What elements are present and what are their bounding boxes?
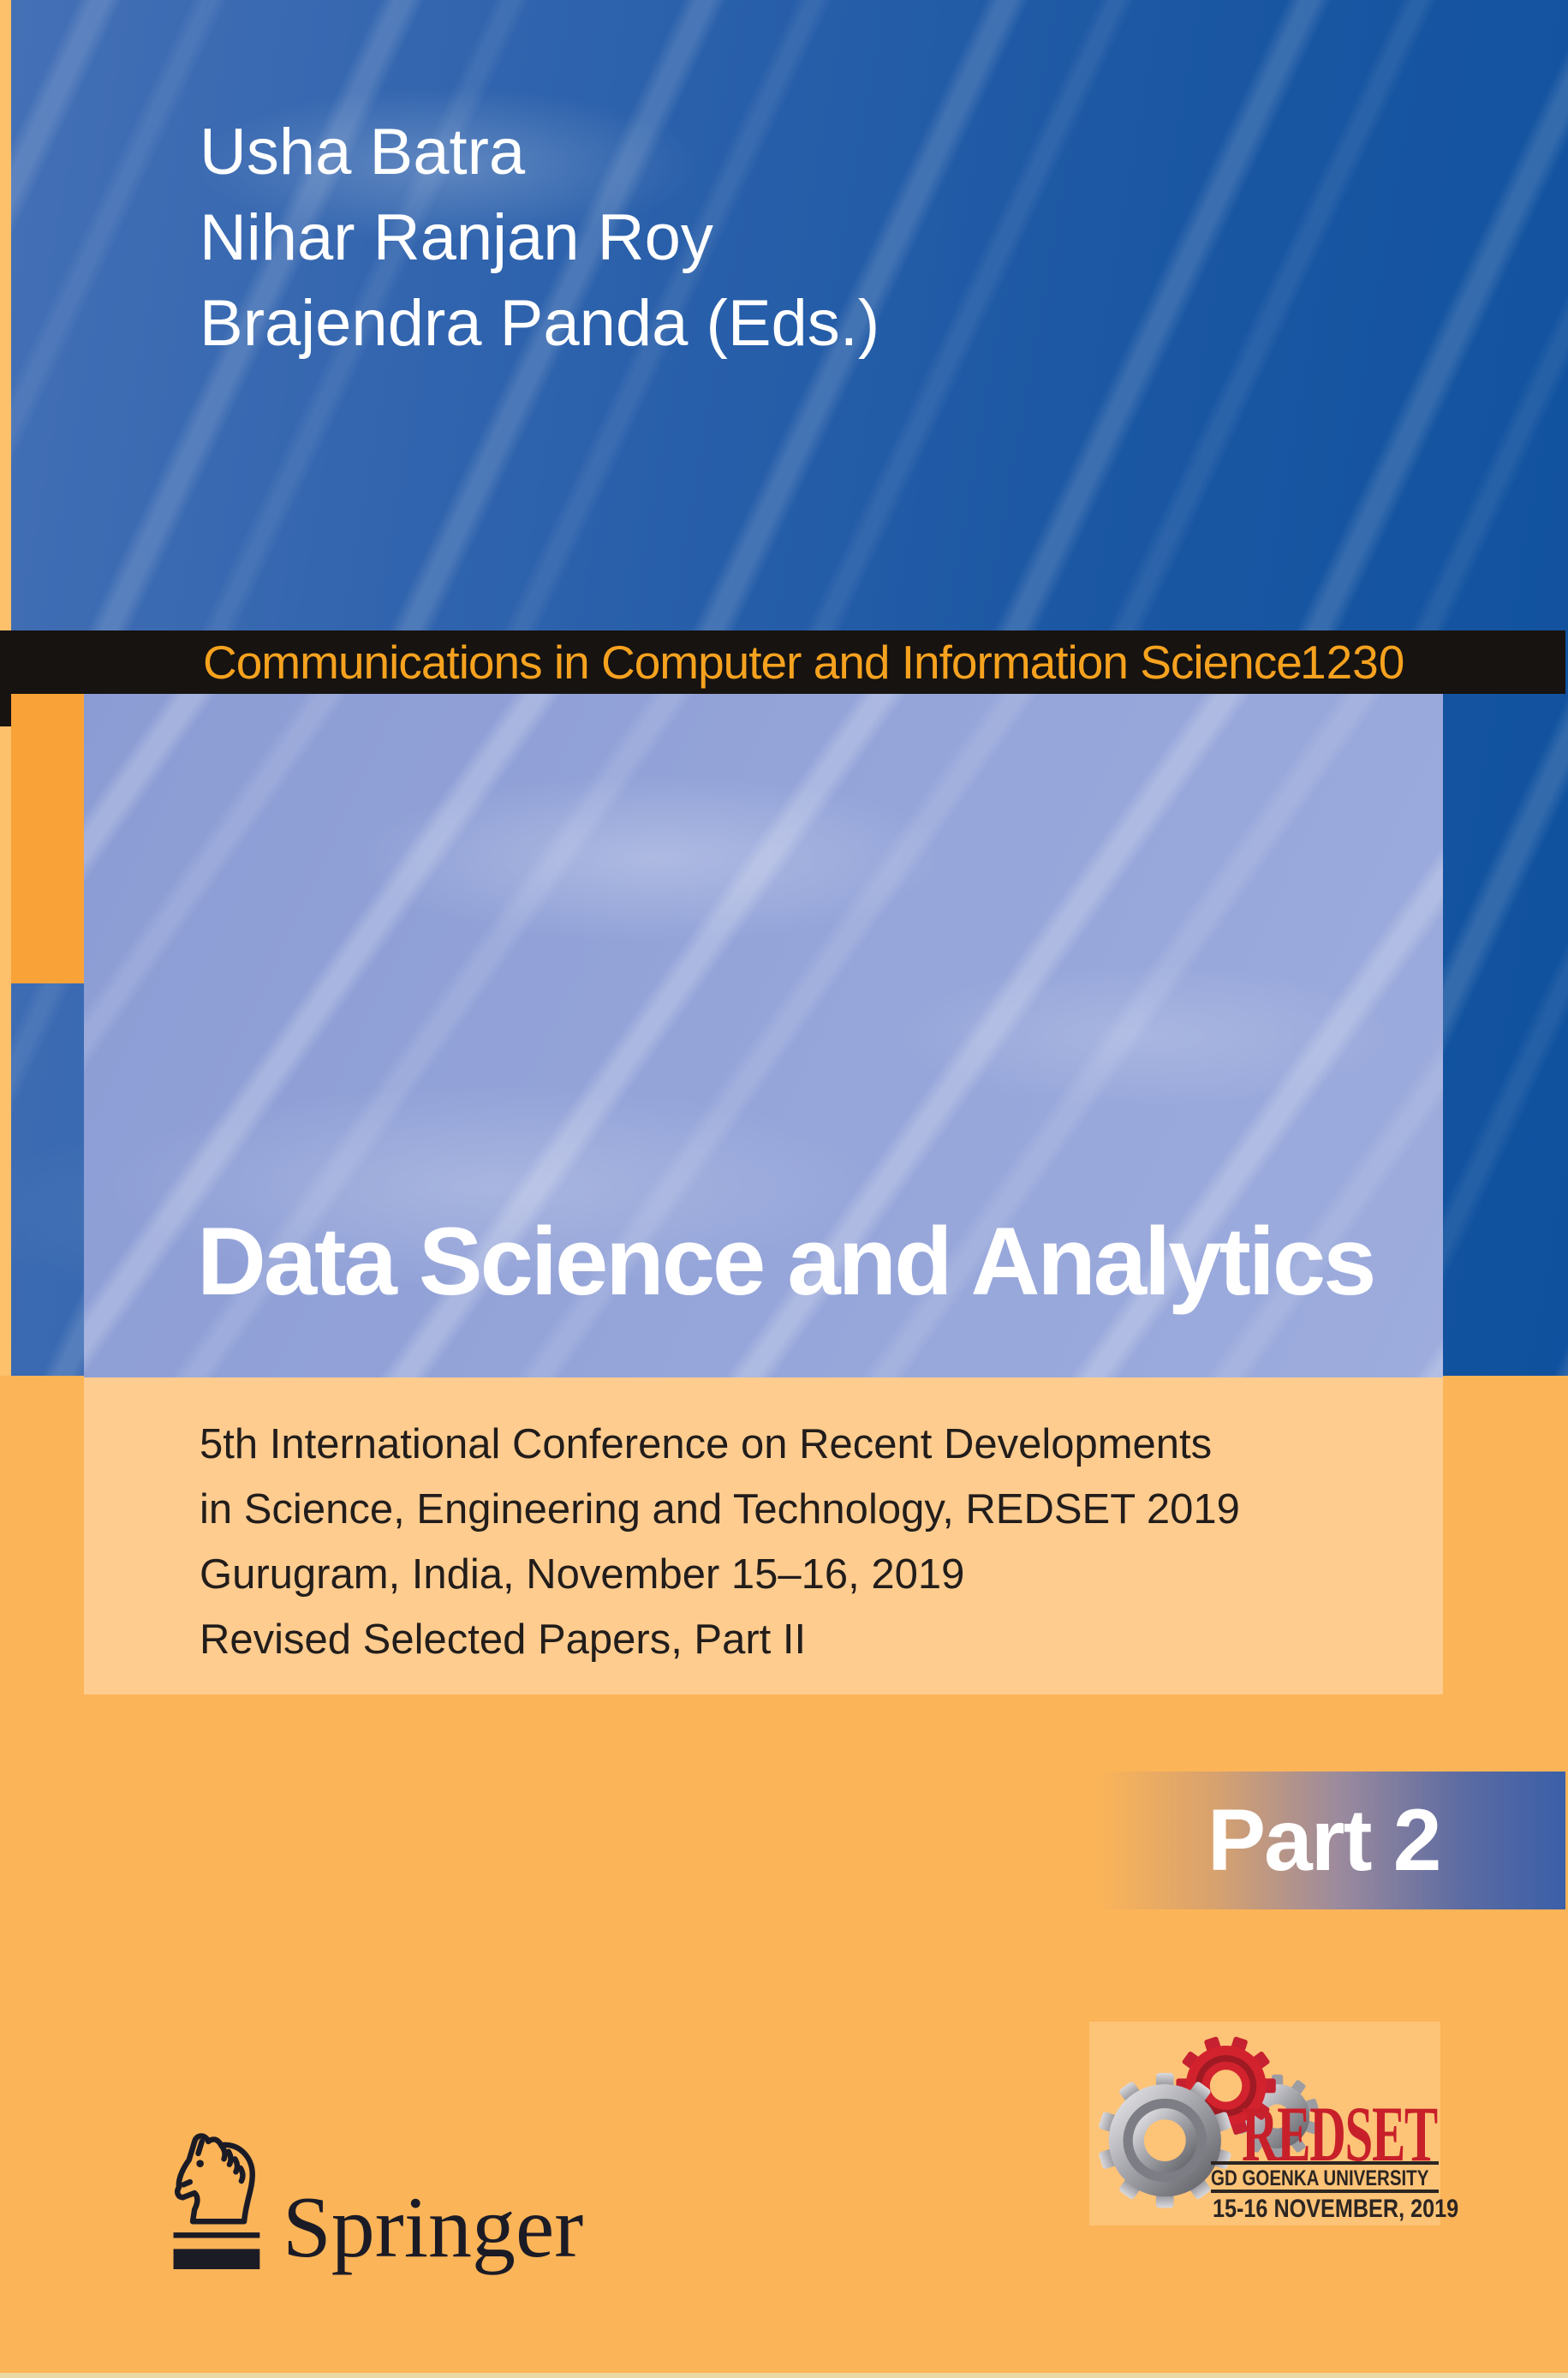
subtitle-block: 5th International Conference on Recent D… xyxy=(200,1412,1240,1672)
subtitle-line: Revised Selected Papers, Part II xyxy=(200,1616,807,1663)
subtitle-line: Gurugram, India, November 15–16, 2019 xyxy=(200,1551,965,1598)
subtitle-panel: 5th International Conference on Recent D… xyxy=(84,1377,1443,1694)
series-banner-left-tab xyxy=(0,694,11,726)
editor-name: Brajendra Panda (Eds.) xyxy=(200,287,880,360)
subtitle-line: in Science, Engineering and Technology, … xyxy=(200,1486,1240,1533)
redset-divider-bottom xyxy=(1211,2190,1439,2193)
springer-horse-icon xyxy=(173,2133,260,2269)
springer-logo: Springer xyxy=(170,2130,735,2301)
cover-artwork-panel xyxy=(84,694,1443,1377)
redset-date: 15-16 NOVEMBER, 2019 xyxy=(1213,2195,1459,2223)
editor-name: Nihar Ranjan Roy xyxy=(200,201,713,274)
orange-accent-block xyxy=(11,694,84,983)
editor-name: Usha Batra xyxy=(200,116,526,188)
series-title: Communications in Computer and Informati… xyxy=(203,636,1303,689)
artwork-highlight-texture xyxy=(84,694,1443,1377)
bottom-edge-strip xyxy=(0,2373,1568,2378)
redset-conference-logo: REDSET GD GOENKA UNIVERSITY 15-16 NOVEMB… xyxy=(1089,2022,1458,2226)
subtitle-line: 5th International Conference on Recent D… xyxy=(200,1421,1213,1467)
book-title: Data Science and Analytics xyxy=(197,1208,1376,1315)
part-number-band: Part 2 xyxy=(1096,1772,1565,1909)
series-banner: Communications in Computer and Informati… xyxy=(0,630,1565,694)
redset-divider-top xyxy=(1211,2161,1439,2165)
redset-organization: GD GOENKA UNIVERSITY xyxy=(1211,2166,1429,2190)
publisher-name: Springer xyxy=(283,2179,584,2276)
editors-block: Usha Batra Nihar Ranjan Roy Brajendra Pa… xyxy=(200,110,879,367)
series-volume-number: 1230 xyxy=(1300,636,1405,689)
gears-icon xyxy=(1099,2036,1319,2208)
artwork-streak-texture xyxy=(84,694,1443,1377)
part-number-label: Part 2 xyxy=(1207,1791,1441,1889)
